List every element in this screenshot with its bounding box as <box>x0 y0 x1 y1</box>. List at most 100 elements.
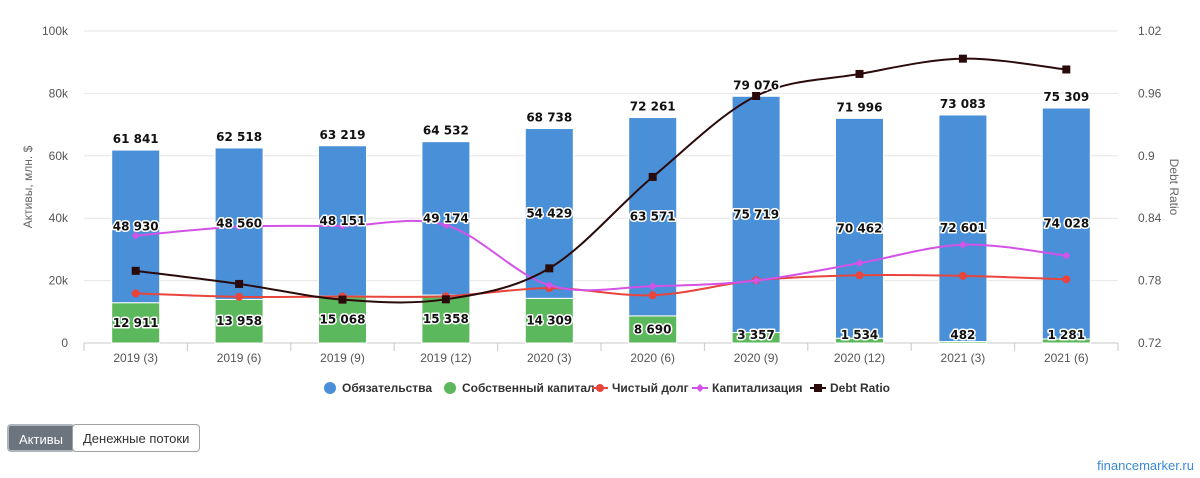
total-label: 61 841 <box>113 132 159 146</box>
x-tick-label: 2019 (6) <box>217 351 262 365</box>
equity-label: 14 309 <box>526 314 572 328</box>
y-tick-label: 60k <box>49 149 69 163</box>
equity-label: 13 958 <box>216 314 262 328</box>
liabilities-label: 54 429 <box>526 206 572 220</box>
bar-equity <box>214 298 264 344</box>
legend-label: Чистый долг <box>612 381 689 395</box>
legend-item[interactable]: Чистый долг <box>592 381 689 395</box>
y-tick-label: 40k <box>49 211 69 225</box>
tab-assets[interactable]: Активы <box>7 424 75 452</box>
y2-tick-label: 1.02 <box>1138 24 1162 38</box>
legend-item[interactable]: Обязательства <box>324 381 432 395</box>
net-debt-point <box>648 291 657 300</box>
data-labels: 61 841 48 930 12 911 62 518 48 560 13 958 63 2… <box>111 77 1091 344</box>
liabilities-label: 48 930 <box>113 219 159 233</box>
debt-ratio-point <box>958 54 967 63</box>
liabilities-label: 48 151 <box>320 214 366 228</box>
legend-label: Капитализация <box>712 381 803 395</box>
total-label: 63 219 <box>320 128 366 142</box>
legend-label: Debt Ratio <box>830 381 890 395</box>
capitalization-point <box>1062 251 1071 260</box>
capitalization-point <box>338 222 347 230</box>
y2-axis-title: Debt Ratio <box>1167 159 1181 216</box>
capitalization-point <box>235 222 244 231</box>
capitalization-point <box>648 282 657 291</box>
y-tick-label: 80k <box>49 86 69 100</box>
debt-ratio-point <box>235 279 244 288</box>
bar-liabilities <box>111 149 161 304</box>
debt-ratio-point <box>648 172 657 181</box>
debt-ratio-point <box>545 264 554 273</box>
bar-liabilities <box>318 145 367 297</box>
y2-tick-label: 0.9 <box>1138 149 1155 163</box>
total-label: 62 518 <box>216 130 262 144</box>
debt-ratio-point <box>338 295 347 304</box>
total-label: 79 076 <box>733 78 779 92</box>
legend-symbol <box>596 384 604 392</box>
capitalization-line <box>135 219 1067 292</box>
legend-symbol <box>324 382 336 394</box>
liabilities-label: 70 462 <box>837 221 883 235</box>
capitalization-point <box>441 221 450 230</box>
debt-ratio-point <box>441 295 450 304</box>
legend-symbol <box>696 384 704 392</box>
equity-label: 3 357 <box>737 328 775 342</box>
liabilities-label: 75 719 <box>733 207 779 221</box>
x-tick-label: 2019 (9) <box>320 351 365 365</box>
lines <box>131 54 1071 304</box>
legend-symbol <box>814 384 822 392</box>
legend[interactable]: Обязательства Собственный капитал Чистый д… <box>324 381 890 395</box>
bar-liabilities <box>731 95 781 334</box>
equity-label: 15 358 <box>423 312 469 326</box>
capitalization-point <box>958 240 967 249</box>
x-tick-label: 2020 (12) <box>834 351 885 365</box>
net-debt-point <box>855 271 864 280</box>
x-tick-label: 2021 (6) <box>1044 351 1089 365</box>
y2-tick-label: 0.96 <box>1138 86 1162 100</box>
x-tick-label: 2019 (3) <box>113 351 158 365</box>
equity-label: 482 <box>950 328 975 342</box>
net-debt-point <box>1062 275 1071 284</box>
capitalization-point <box>855 259 864 268</box>
equity-label: 15 068 <box>320 312 366 326</box>
debt-ratio-point <box>131 266 140 275</box>
equity-label: 12 911 <box>113 316 159 330</box>
bar-liabilities <box>1041 107 1091 340</box>
tab-cash-flows[interactable]: Денежные потоки <box>72 424 201 452</box>
capitalization-point <box>131 231 140 240</box>
bar-liabilities <box>421 141 471 296</box>
y-tick-label: 100k <box>42 24 69 38</box>
x-tick-label: 2020 (9) <box>734 351 779 365</box>
total-label: 73 083 <box>940 97 986 111</box>
net-debt-line <box>135 273 1067 299</box>
brand-link[interactable]: financemarker.ru <box>1097 458 1194 473</box>
liabilities-label: 49 174 <box>423 211 469 225</box>
bar-liabilities <box>938 114 988 342</box>
x-tick-label: 2020 (6) <box>630 351 675 365</box>
liabilities-label: 72 601 <box>940 221 986 235</box>
net-debt-point <box>131 289 140 298</box>
y-tick-label: 20k <box>49 274 69 288</box>
legend-item[interactable]: Debt Ratio <box>810 381 890 395</box>
total-label: 71 996 <box>837 100 883 114</box>
bar-liabilities <box>835 117 884 339</box>
legend-item[interactable]: Капитализация <box>692 381 803 395</box>
total-label: 75 309 <box>1043 90 1089 104</box>
x-tick-label: 2020 (3) <box>527 351 572 365</box>
x-tick-label: 2021 (3) <box>941 351 986 365</box>
legend-symbol <box>444 382 456 394</box>
y-axis-title: Активы, млн. $ <box>21 145 35 228</box>
legend-item[interactable]: Собственный капитал <box>444 381 595 395</box>
liabilities-label: 74 028 <box>1043 217 1089 231</box>
debt-ratio-point <box>752 92 761 100</box>
net-debt-point <box>958 271 967 280</box>
net-debt-point <box>235 292 244 301</box>
total-label: 64 532 <box>423 124 469 138</box>
bar-equity <box>111 302 161 344</box>
capitalization-point <box>545 281 554 290</box>
capitalization-point <box>752 276 761 285</box>
y2-tick-label: 0.72 <box>1138 336 1162 350</box>
liabilities-label: 48 560 <box>216 217 262 231</box>
equity-label: 1 281 <box>1048 328 1086 342</box>
bar-equity <box>628 315 678 344</box>
